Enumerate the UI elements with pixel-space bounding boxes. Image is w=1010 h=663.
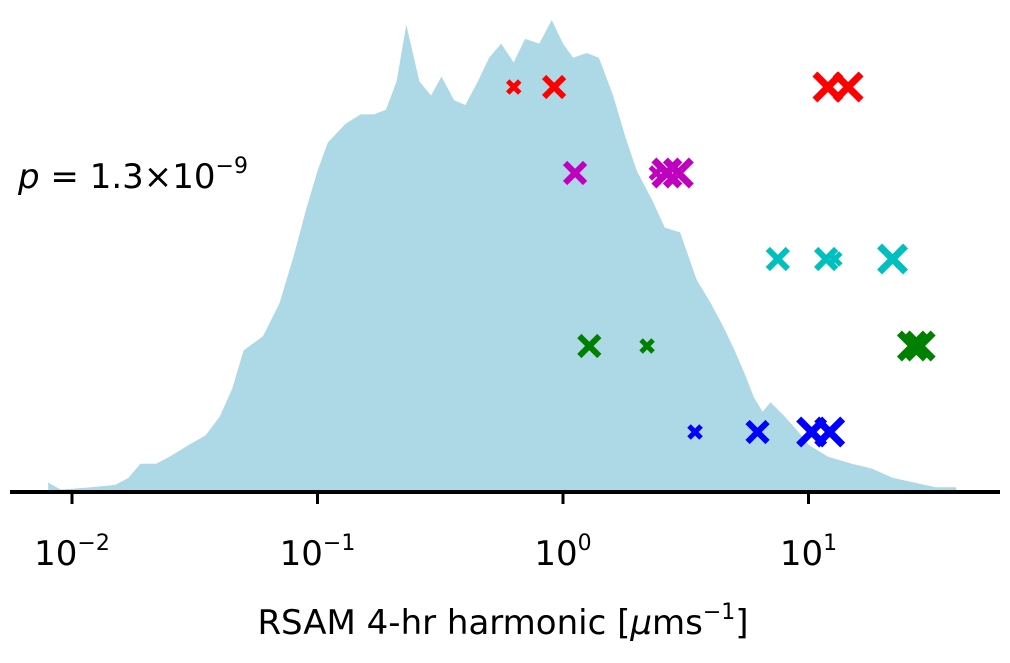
x-marker	[541, 74, 567, 100]
x-marker	[745, 419, 770, 445]
x-axis-title-main: RSAM 4-hr harmonic [	[257, 603, 630, 643]
density-area	[48, 20, 957, 492]
x-axis-title-close: ]	[735, 603, 748, 643]
x-marker	[814, 246, 839, 272]
series-3	[765, 243, 909, 275]
x-marker	[832, 71, 864, 103]
x-ticks: 10−2 10−1 100 101	[34, 492, 837, 574]
x-marker	[904, 330, 936, 362]
markers-layer	[505, 71, 936, 448]
x-tick-label: 100	[534, 531, 591, 574]
x-marker	[687, 424, 703, 440]
p-equals-value: = 1.3×10	[40, 157, 216, 197]
x-marker	[877, 243, 909, 275]
series-1	[505, 71, 864, 103]
x-marker	[765, 246, 790, 272]
x-marker	[814, 416, 846, 448]
series-5	[687, 416, 846, 448]
x-marker	[577, 333, 602, 359]
x-tick-label: 10−2	[34, 531, 110, 574]
p-exponent: −9	[216, 154, 248, 179]
x-marker	[639, 338, 655, 354]
series-2	[562, 157, 694, 189]
x-marker	[651, 157, 683, 189]
x-marker	[505, 79, 522, 95]
x-marker	[562, 160, 588, 186]
x-axis-title-unit: ms	[652, 603, 703, 643]
x-axis-title-exponent: −1	[703, 600, 735, 625]
x-axis-title-mu: μ	[629, 603, 652, 643]
x-marker	[662, 157, 694, 189]
x-tick-label: 10−1	[280, 531, 356, 574]
x-marker	[827, 251, 843, 267]
x-tick-label: 101	[780, 531, 837, 574]
p-value-annotation: p = 1.3×10−9	[17, 154, 248, 197]
p-variable: p	[17, 157, 40, 197]
density-area-layer	[48, 20, 957, 492]
x-axis-title: RSAM 4-hr harmonic [μms−1]	[257, 600, 748, 643]
series-4	[577, 330, 936, 362]
x-marker	[896, 330, 928, 362]
